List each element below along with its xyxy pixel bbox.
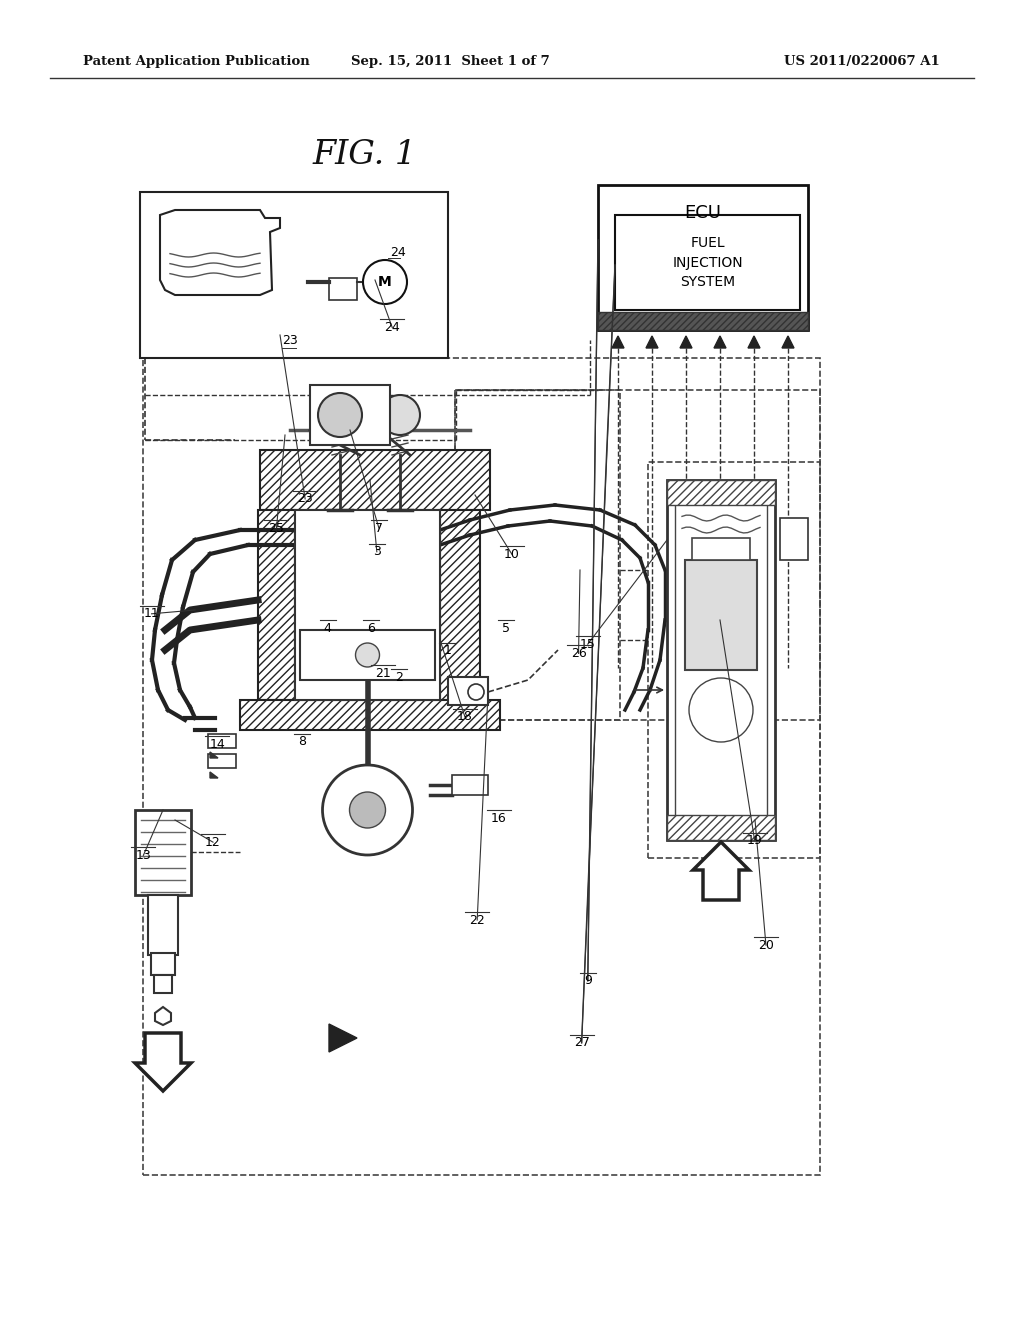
Bar — [455, 389, 820, 719]
Text: 8: 8 — [298, 735, 306, 748]
Circle shape — [323, 766, 413, 855]
Text: M: M — [378, 275, 392, 289]
Polygon shape — [329, 1024, 357, 1052]
Bar — [780, 517, 808, 560]
Bar — [295, 510, 440, 700]
Text: 24: 24 — [384, 321, 400, 334]
Bar — [135, 810, 191, 895]
Text: FUEL
INJECTION
SYSTEM: FUEL INJECTION SYSTEM — [672, 236, 742, 289]
Bar — [143, 358, 820, 1175]
Bar — [300, 630, 435, 680]
Polygon shape — [714, 337, 726, 348]
Text: FIG. 1: FIG. 1 — [313, 139, 417, 172]
Text: ECU: ECU — [684, 205, 722, 222]
Polygon shape — [782, 337, 794, 348]
Text: Patent Application Publication: Patent Application Publication — [83, 55, 309, 69]
Circle shape — [355, 643, 380, 667]
Text: 23: 23 — [283, 334, 298, 346]
Bar — [310, 385, 390, 445]
Bar — [240, 700, 500, 730]
Text: US 2011/0220067 A1: US 2011/0220067 A1 — [784, 55, 940, 69]
Text: 10: 10 — [504, 548, 520, 561]
Bar — [455, 389, 620, 719]
Text: 7: 7 — [375, 521, 383, 535]
Text: 18: 18 — [457, 710, 473, 723]
Circle shape — [468, 684, 484, 700]
Bar — [692, 539, 750, 560]
Circle shape — [318, 393, 362, 437]
Bar — [667, 814, 775, 840]
Bar — [329, 279, 357, 300]
Polygon shape — [155, 1007, 171, 1026]
Bar — [151, 953, 175, 975]
Circle shape — [319, 395, 360, 436]
Text: 3: 3 — [373, 545, 381, 558]
Text: 25: 25 — [268, 521, 285, 535]
Text: 23: 23 — [297, 492, 313, 506]
Polygon shape — [135, 1034, 191, 1092]
Text: Sep. 15, 2011  Sheet 1 of 7: Sep. 15, 2011 Sheet 1 of 7 — [350, 55, 549, 69]
Text: 13: 13 — [135, 849, 152, 862]
Polygon shape — [210, 752, 218, 758]
Bar — [598, 312, 808, 330]
Text: 27: 27 — [573, 1036, 590, 1049]
Text: 5: 5 — [502, 622, 510, 635]
Bar — [667, 480, 775, 506]
Bar — [208, 754, 236, 768]
Polygon shape — [210, 772, 218, 777]
Text: 22: 22 — [469, 913, 485, 927]
Text: 21: 21 — [375, 667, 391, 680]
Bar — [258, 510, 295, 700]
Bar — [140, 191, 449, 358]
Circle shape — [349, 792, 385, 828]
Bar — [449, 677, 488, 705]
Bar — [148, 895, 178, 954]
Polygon shape — [693, 842, 749, 900]
Polygon shape — [680, 337, 692, 348]
Bar — [440, 510, 480, 700]
Text: 14: 14 — [209, 738, 225, 751]
Text: 15: 15 — [580, 638, 596, 651]
Polygon shape — [612, 337, 624, 348]
Bar — [452, 775, 488, 795]
Text: 9: 9 — [584, 974, 592, 987]
Text: 12: 12 — [205, 836, 221, 849]
Text: 26: 26 — [570, 647, 587, 660]
Bar — [675, 488, 767, 832]
Text: 2: 2 — [395, 671, 403, 684]
Text: 6: 6 — [367, 622, 375, 635]
Bar — [667, 480, 775, 840]
Polygon shape — [160, 210, 280, 294]
Circle shape — [380, 395, 420, 436]
Text: 19: 19 — [746, 834, 763, 847]
Bar — [260, 450, 490, 510]
Text: 1: 1 — [443, 644, 452, 657]
Polygon shape — [748, 337, 760, 348]
Circle shape — [689, 678, 753, 742]
Polygon shape — [646, 337, 658, 348]
Text: 4: 4 — [324, 622, 332, 635]
Text: 11: 11 — [143, 607, 160, 620]
Bar — [648, 462, 820, 858]
Bar — [685, 560, 757, 671]
Circle shape — [362, 260, 407, 304]
Text: 16: 16 — [490, 812, 507, 825]
Bar — [154, 975, 172, 993]
Bar — [208, 734, 236, 748]
Text: 24: 24 — [390, 246, 406, 259]
Bar — [615, 215, 800, 310]
Bar — [598, 185, 808, 330]
Text: 20: 20 — [758, 939, 774, 952]
